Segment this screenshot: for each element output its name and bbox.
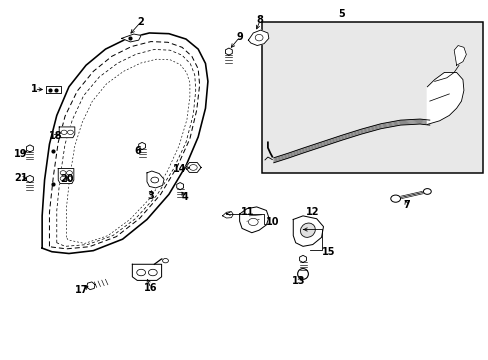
Text: 16: 16 [144,283,157,293]
Text: 19: 19 [14,149,28,159]
Text: 2: 2 [137,17,144,27]
Text: 11: 11 [241,207,254,217]
Polygon shape [225,48,232,55]
Circle shape [67,130,73,134]
Text: 1: 1 [31,84,38,94]
Text: 9: 9 [236,32,243,42]
Text: 14: 14 [173,163,186,174]
Polygon shape [147,171,163,188]
Polygon shape [86,282,95,290]
Polygon shape [46,86,61,93]
Text: 8: 8 [256,15,263,26]
Polygon shape [427,72,463,125]
Polygon shape [248,30,268,45]
Circle shape [423,189,430,194]
Text: 7: 7 [403,200,409,210]
Polygon shape [299,255,306,262]
Circle shape [189,165,197,170]
Text: 12: 12 [305,207,319,217]
Circle shape [162,258,168,263]
Circle shape [60,171,66,175]
Circle shape [137,269,145,276]
Ellipse shape [300,223,315,237]
Polygon shape [26,145,33,152]
Circle shape [60,176,66,181]
Circle shape [151,177,158,183]
Text: 3: 3 [147,191,154,201]
Text: 20: 20 [61,174,74,184]
Polygon shape [453,45,466,65]
Polygon shape [222,212,233,218]
Circle shape [248,219,258,226]
Text: 18: 18 [48,131,62,141]
Polygon shape [26,175,33,183]
Ellipse shape [255,35,263,41]
Polygon shape [139,143,145,149]
Polygon shape [239,207,268,233]
Text: 4: 4 [181,192,187,202]
Polygon shape [59,127,75,138]
Polygon shape [185,162,201,172]
Polygon shape [176,183,183,190]
Polygon shape [132,264,161,280]
Text: 6: 6 [135,146,142,156]
Text: 21: 21 [14,173,28,183]
Ellipse shape [297,269,308,279]
Text: 17: 17 [75,285,89,296]
Text: 15: 15 [321,247,334,257]
FancyBboxPatch shape [261,22,483,173]
Circle shape [66,176,72,181]
Circle shape [148,269,157,276]
Text: 5: 5 [338,9,345,19]
Circle shape [390,195,400,202]
Circle shape [66,171,72,175]
Text: 13: 13 [292,276,305,286]
Polygon shape [122,34,141,42]
Polygon shape [293,216,323,246]
Text: 10: 10 [265,217,279,227]
Polygon shape [58,168,74,184]
Circle shape [61,130,67,134]
